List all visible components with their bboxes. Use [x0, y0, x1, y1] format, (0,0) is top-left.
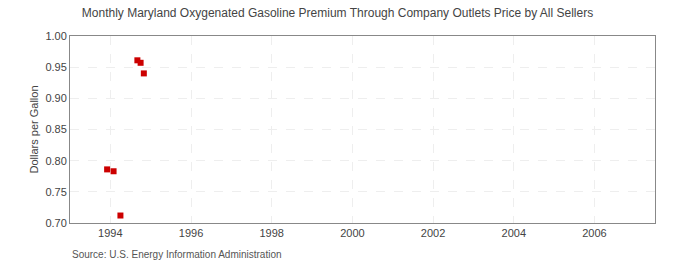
- svg-text:Source: U.S. Energy Informatio: Source: U.S. Energy Information Administ…: [72, 249, 282, 260]
- svg-text:1996: 1996: [179, 227, 203, 239]
- svg-text:0.75: 0.75: [45, 186, 66, 198]
- svg-text:1994: 1994: [98, 227, 122, 239]
- svg-text:1998: 1998: [259, 227, 283, 239]
- svg-text:Monthly Maryland Oxygenated Ga: Monthly Maryland Oxygenated Gasoline Pre…: [82, 6, 593, 20]
- svg-text:0.95: 0.95: [45, 61, 66, 73]
- svg-text:2004: 2004: [502, 227, 526, 239]
- svg-text:0.70: 0.70: [45, 217, 66, 229]
- svg-text:0.80: 0.80: [45, 155, 66, 167]
- svg-text:2006: 2006: [582, 227, 606, 239]
- svg-text:0.85: 0.85: [45, 123, 66, 135]
- svg-text:1.00: 1.00: [45, 30, 66, 42]
- svg-text:2002: 2002: [421, 227, 445, 239]
- svg-text:Dollars per Gallon: Dollars per Gallon: [28, 85, 40, 173]
- svg-text:2000: 2000: [340, 227, 364, 239]
- svg-text:0.90: 0.90: [45, 92, 66, 104]
